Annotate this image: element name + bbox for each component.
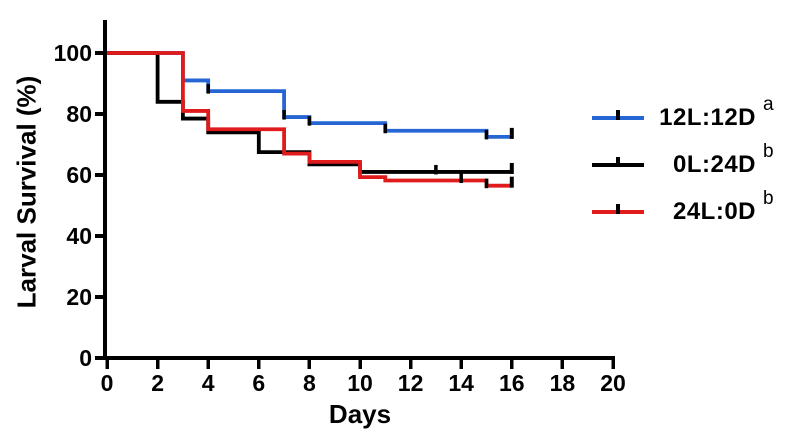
legend-line-swatch-red [592,204,644,214]
y-axis-tick-label: 0 [79,345,92,371]
legend-line-swatch-black [592,157,644,167]
legend-label: 24L:0D [672,198,756,225]
y-axis-tick-label: 40 [66,223,92,249]
x-axis-tick-label: 14 [448,370,474,396]
legend-item-0L24D: 0L:24D b [592,141,782,187]
x-axis-title: Days [328,399,392,429]
x-axis-tick-label: 20 [600,370,626,396]
survival-curve-24L:0D [107,51,512,188]
y-axis-tick-label: 100 [54,40,92,66]
x-axis-tick-label: 4 [202,370,215,396]
significance-letter: b [763,141,774,162]
x-axis-tick-label: 2 [151,370,164,396]
y-axis-tick-label: 20 [66,284,92,310]
x-axis-tick-label: 0 [101,370,114,396]
x-axis-tick-label: 16 [499,370,525,396]
censor-tick-icon [616,157,620,167]
survival-curve-12L:12D [107,51,512,139]
x-axis-tick-label: 18 [550,370,576,396]
x-axis-tick-label: 6 [252,370,265,396]
censor-tick-icon [616,110,620,120]
legend-label: 12L:12D [659,104,756,131]
y-axis-tick-label: 60 [66,162,92,188]
survival-curve-0L:24D [107,51,512,174]
legend-label: 0L:24D [672,151,756,178]
legend-item-12L12D: 12L:12D a [592,94,782,140]
significance-letter: a [763,94,774,115]
legend-item-24L0D: 24L:0D b [592,188,782,234]
censor-tick-icon [616,204,620,214]
significance-letter: b [763,188,774,209]
x-axis-tick-label: 10 [347,370,373,396]
legend-line-swatch-blue [592,110,644,120]
x-axis-tick-label: 8 [303,370,316,396]
y-axis-tick-label: 80 [66,101,92,127]
y-axis-title: Larval Survival (%) [11,75,42,309]
x-axis-tick-label: 12 [398,370,424,396]
